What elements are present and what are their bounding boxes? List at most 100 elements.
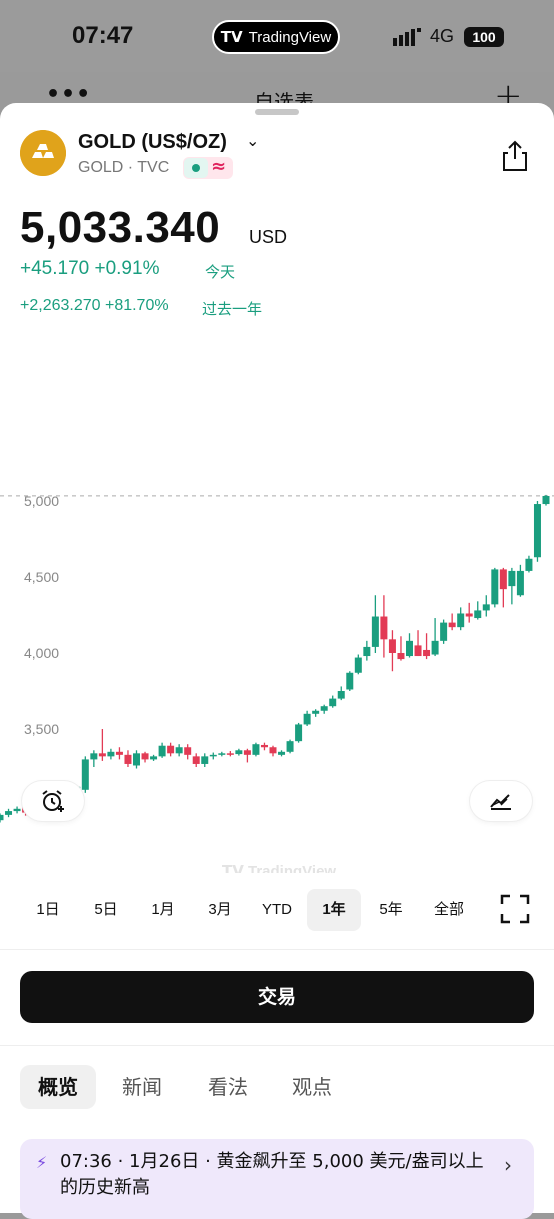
candle-body [457, 613, 465, 628]
candle-body [184, 747, 192, 755]
candle-body [115, 751, 123, 755]
y-tick-label: 3,500 [24, 721, 59, 737]
candle-body [499, 569, 507, 590]
candle-body [260, 744, 268, 748]
candle-body [312, 710, 320, 714]
candle-body [81, 759, 89, 790]
divider [0, 949, 554, 950]
tab-news[interactable]: 新闻 [122, 1075, 162, 1099]
candle-body [533, 504, 541, 558]
status-time: 07:47 [72, 22, 134, 49]
candle-body [320, 706, 328, 711]
range-all[interactable]: 全部 [433, 901, 464, 918]
symbol-name[interactable]: GOLD (US$/OZ) [78, 131, 227, 153]
add-alert-button[interactable] [22, 781, 84, 821]
chart-type-button[interactable] [470, 781, 532, 821]
day-change: +45.170 +0.91% [20, 258, 160, 279]
candle-body [525, 558, 533, 571]
candle-body [482, 604, 490, 611]
symbol-exchange: GOLD · TVC [78, 159, 170, 176]
candle-body [98, 753, 106, 757]
market-status-badge: ≈ [183, 156, 233, 179]
tradingview-pill-label: TradingView [248, 28, 332, 46]
candle-body [295, 724, 303, 742]
year-change: +2,263.270 +81.70% [20, 297, 169, 314]
market-open-dot [192, 164, 200, 172]
candle-body [192, 756, 200, 764]
candle-body [354, 657, 362, 673]
candle-body [346, 672, 354, 690]
range-1d[interactable]: 1日 [36, 901, 60, 918]
chart-type-icon [490, 794, 511, 810]
chart-watermark: 𝗧𝗩 TradingView [222, 863, 336, 873]
share-icon[interactable] [500, 139, 530, 173]
range-5d[interactable]: 5日 [94, 901, 118, 918]
candle-body [448, 622, 456, 628]
y-tick-label: 4,500 [24, 569, 59, 585]
candle-body [423, 649, 431, 657]
tradingview-pill: 𝗧𝗩 TradingView [212, 20, 340, 54]
chevron-right-icon[interactable]: › [504, 1153, 512, 1177]
range-3m[interactable]: 3月 [208, 901, 232, 918]
more-icon[interactable]: ••• [46, 82, 92, 107]
range-ytd[interactable]: YTD [262, 901, 292, 918]
candle-body [380, 616, 388, 640]
tab-ideas[interactable]: 看法 [208, 1075, 248, 1099]
detail-tabs: 概览 新闻 看法 观点 [0, 1065, 554, 1111]
status-bar: 07:47 𝗧𝗩 TradingView 4G 100 [0, 0, 554, 72]
battery-icon: 100 [464, 27, 504, 47]
candle-body [150, 756, 158, 760]
candle-body [363, 646, 371, 657]
last-price: 5,033.340 [20, 203, 221, 252]
candle-body [269, 747, 277, 754]
chevron-down-icon[interactable]: ⌄ [246, 131, 260, 150]
day-change-label: 今天 [205, 263, 236, 281]
candle-body [252, 744, 260, 755]
range-5y[interactable]: 5年 [379, 901, 403, 918]
candle-body [158, 745, 166, 757]
candle-body [141, 753, 149, 760]
y-tick-label: 4,000 [24, 645, 59, 661]
candle-body [5, 811, 13, 815]
trade-button[interactable]: 交易 [20, 971, 534, 1023]
candle-body [13, 808, 21, 812]
candle-body [175, 747, 183, 754]
candle-body [201, 756, 209, 764]
range-1y[interactable]: 1年 [307, 889, 361, 931]
range-1m[interactable]: 1月 [151, 901, 175, 918]
tradingview-logo-icon: 𝗧𝗩 [220, 29, 243, 46]
news-headline: 07:36 · 1月26日 · 黄金飙升至 5,000 美元/盎司以上的历史新高 [60, 1151, 484, 1198]
fullscreen-icon[interactable] [500, 894, 530, 924]
candle-body [337, 691, 345, 699]
y-tick-label: 5,000 [24, 493, 59, 509]
candle-body [371, 616, 379, 647]
candle-body [133, 753, 140, 766]
news-banner[interactable]: ⚡ 07:36 · 1月26日 · 黄金飙升至 5,000 美元/盎司以上的历史… [20, 1139, 534, 1219]
tab-opinions[interactable]: 观点 [292, 1075, 332, 1099]
sheet-grabber[interactable] [255, 109, 299, 115]
year-change-label: 过去一年 [202, 300, 263, 318]
candle-body [542, 495, 550, 505]
candle-body [414, 645, 422, 657]
candle-body [465, 613, 473, 617]
candle-body [474, 610, 482, 619]
candle-body [209, 754, 217, 757]
candle-body [406, 640, 413, 657]
tab-overview[interactable]: 概览 [20, 1065, 96, 1109]
candle-body [508, 570, 516, 587]
candle-body [226, 753, 234, 755]
candle-body [491, 569, 499, 605]
candle-body [107, 751, 115, 757]
bolt-icon: ⚡ [36, 1153, 48, 1172]
delayed-icon: ≈ [211, 156, 227, 177]
candle-body [243, 750, 251, 755]
candle-body [329, 698, 337, 707]
currency: USD [249, 227, 288, 247]
candle-body [440, 622, 448, 641]
time-range-bar: 1日 5日 1月 3月 YTD 1年 5年 全部 [0, 889, 554, 933]
candle-body [397, 653, 405, 660]
candle-body [286, 741, 294, 752]
divider [0, 1045, 554, 1046]
signal-icon [393, 28, 421, 46]
candle-body [278, 751, 286, 755]
